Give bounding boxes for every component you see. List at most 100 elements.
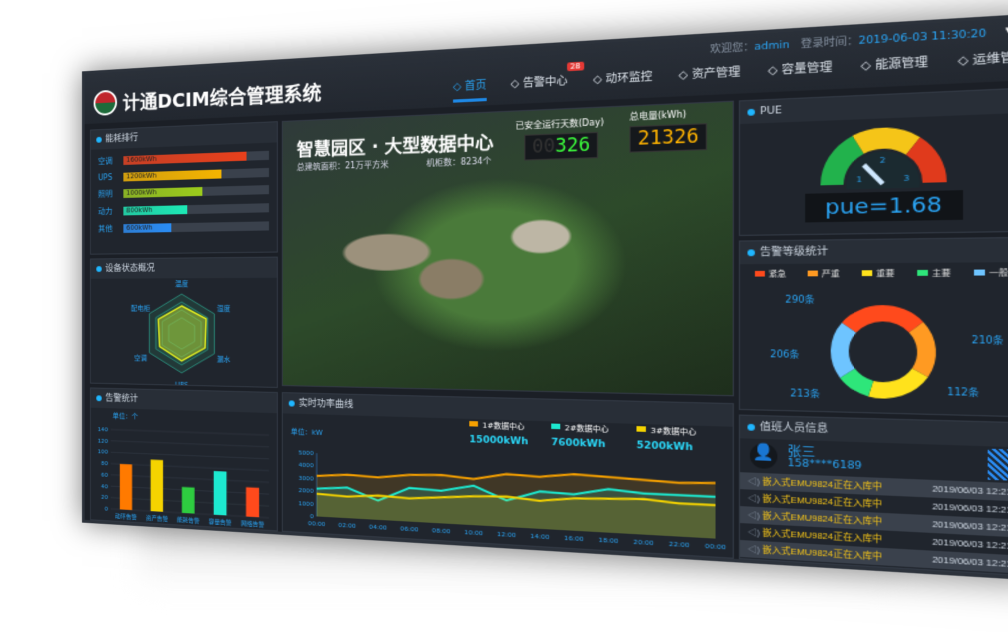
- x-tick: 16:00: [564, 535, 584, 543]
- y-unit-label: 单位：kW: [291, 426, 324, 437]
- radar-axis-label: 湿度: [217, 304, 231, 314]
- bar-label: 其他: [98, 224, 113, 234]
- speaker-icon: ◁): [747, 475, 763, 487]
- bar-label: UPS: [98, 173, 113, 183]
- bar-fill: 600kWh: [123, 223, 172, 233]
- y-tick: 20: [101, 495, 108, 502]
- log-time: 2019/06/03 12:21:22: [932, 554, 1008, 571]
- gauge-tick: 1: [856, 174, 862, 184]
- energy-bar: 空调 1600kWh: [98, 150, 269, 167]
- legend-total: 5200kWh: [636, 439, 692, 453]
- avatar-icon: 👤: [749, 443, 778, 470]
- slice-label: 206条: [770, 347, 800, 360]
- bar-track: 1000kWh: [123, 185, 269, 198]
- bar: [181, 486, 195, 514]
- bar-label: 动力: [98, 206, 113, 217]
- x-tick: 12:00: [497, 531, 517, 539]
- kwh-counter: 21326: [629, 123, 708, 153]
- x-tick: 10:00: [464, 530, 483, 538]
- nav-label: 告警中心: [522, 75, 568, 90]
- legend-total: 7600kWh: [551, 436, 605, 450]
- username[interactable]: admin: [754, 39, 790, 54]
- nav-server[interactable]: ◇ 资产管理: [679, 62, 741, 92]
- energy-bar: UPS 1200kWh: [98, 167, 269, 183]
- legend-label: 严重: [822, 269, 841, 279]
- cabinet-text: 机柜数：8234个: [426, 156, 492, 168]
- home-icon: ◇: [452, 80, 465, 94]
- legend-swatch: [551, 423, 561, 430]
- nav-home[interactable]: ◇ 首页: [452, 75, 487, 103]
- nav-hourglass[interactable]: ◇ 容量管理: [768, 57, 832, 88]
- y-tick: 0: [105, 506, 109, 512]
- legend-swatch: [973, 269, 985, 276]
- legend-swatch: [917, 269, 928, 276]
- panel-title: 能耗排行: [90, 122, 277, 150]
- gauge-tick: 2: [880, 155, 886, 165]
- speaker-icon: ◁): [747, 526, 763, 538]
- y-tick: 120: [98, 438, 109, 445]
- qr-code[interactable]: [987, 448, 1008, 482]
- legend-label: 重要: [876, 268, 895, 278]
- nav-monitor[interactable]: ◇ 动环监控: [593, 67, 652, 96]
- y-tick: 60: [101, 472, 108, 479]
- x-tick: 02:00: [338, 522, 356, 530]
- radar-area: [158, 306, 206, 362]
- alarm-count-badge: 28: [566, 61, 584, 72]
- panel-title: 设备状态概况: [90, 257, 277, 279]
- bar-label: 照明: [98, 189, 113, 199]
- energy-bar: 动力 800kWh: [98, 202, 269, 217]
- bar-track: 800kWh: [123, 203, 269, 216]
- alarm-donut-chart: 紧急 严重 重要 主要 一般 290条 206条 213条 112条 210条: [754, 266, 1008, 400]
- bar-track: 1200kWh: [123, 167, 269, 182]
- y-tick: 140: [98, 427, 109, 434]
- x-tick: 能耗告警: [177, 515, 200, 525]
- bar-track: 1600kWh: [123, 150, 269, 165]
- server-icon: ◇: [678, 68, 692, 82]
- legend-swatch: [469, 421, 478, 427]
- days-counter: 00326: [524, 131, 599, 161]
- legend-swatch: [754, 270, 765, 277]
- y-tick: 100: [98, 449, 109, 456]
- x-tick: 资产告警: [146, 513, 169, 523]
- y-unit-label: 单位：个: [113, 411, 139, 421]
- nav-bell[interactable]: ◇ 告警中心 28: [511, 61, 584, 100]
- y-tick: 2000: [298, 488, 314, 495]
- screen-icon: ◇: [957, 54, 973, 69]
- nav-screen[interactable]: ◇ 运维管理: [958, 46, 1008, 78]
- y-tick: 40: [101, 483, 108, 490]
- nav-label: 能源管理: [875, 56, 929, 73]
- logo: [93, 89, 118, 116]
- legend-label: 一般: [989, 266, 1008, 278]
- nav-bulb[interactable]: ◇ 能源管理: [861, 52, 928, 83]
- bar-fill: 1600kWh: [123, 151, 247, 165]
- y-tick: 4000: [298, 463, 314, 470]
- x-tick: 动环告警: [115, 512, 137, 522]
- kwh-label: 总电量(kWh): [629, 109, 687, 122]
- legend-swatch: [861, 270, 873, 277]
- power-panel: 实时功率曲线 单位：kW 1#数据中心 15000kWh 2#数据中心 7600kWh 3…: [281, 392, 734, 559]
- x-tick: 14:00: [530, 533, 550, 541]
- radar-axis-label: UPS: [175, 380, 188, 387]
- app-title: 计通DCIM综合管理系统: [122, 82, 322, 115]
- x-tick: 00:00: [705, 543, 727, 552]
- y-tick: 3000: [298, 475, 314, 482]
- panel-title: 告警等级统计: [740, 237, 1008, 265]
- radar-axis-label: 空调: [134, 353, 147, 363]
- legend-label: 1#数据中心: [482, 420, 525, 432]
- bar: [246, 487, 260, 518]
- alarm-bar-chart: 单位：个 0 20 40 60 80 100 120 140 动环告警 资产告警 能耗告警 容量告警 网络…: [98, 411, 277, 529]
- donut-slice: [841, 305, 924, 334]
- slice-label: 290条: [785, 293, 815, 305]
- dashboard-screen: 计通DCIM综合管理系统 欢迎您：admin 登录时间：2019-06-03 1…: [82, 12, 1008, 582]
- gauge-tick: 3: [904, 173, 910, 183]
- nav-label: 资产管理: [691, 66, 741, 82]
- slice-label: 112条: [947, 385, 980, 398]
- bar-fill: 1000kWh: [123, 186, 203, 198]
- speaker-icon: ◁): [747, 492, 763, 504]
- speaker-icon: ◁): [747, 543, 763, 555]
- x-tick: 20:00: [633, 539, 654, 547]
- monitor-icon: ◇: [592, 73, 606, 87]
- slice-label: 213条: [790, 387, 820, 400]
